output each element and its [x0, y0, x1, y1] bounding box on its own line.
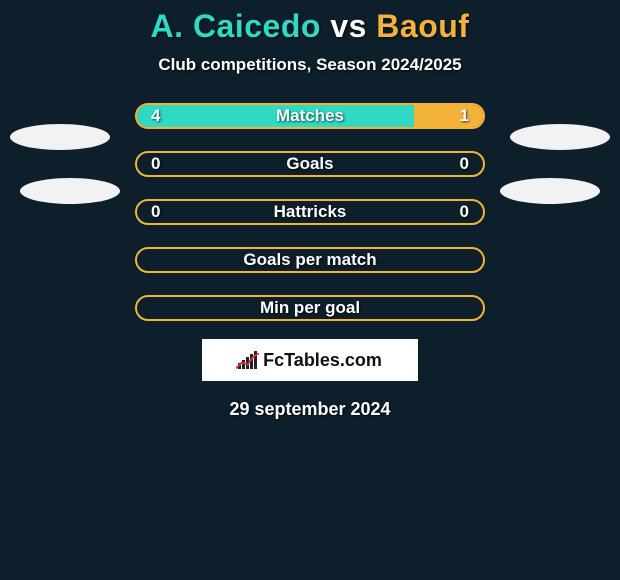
title-vs: vs [321, 8, 376, 44]
stat-value-left: 0 [151, 201, 160, 223]
stat-row: Goals per match [135, 247, 485, 273]
stat-label: Goals [137, 153, 483, 175]
stat-fill-right [414, 105, 483, 127]
subtitle: Club competitions, Season 2024/2025 [0, 55, 620, 75]
brand-text: FcTables.com [263, 350, 382, 371]
brand-chart-icon [238, 351, 257, 369]
stat-value-right: 0 [460, 201, 469, 223]
avatar-placeholder-top-left [10, 124, 110, 150]
stat-row: Goals0 0 [135, 151, 485, 177]
page-title: A. Caicedo vs Baouf [0, 0, 620, 45]
stat-label: Goals per match [137, 249, 483, 271]
title-right-player: Baouf [376, 8, 469, 44]
avatar-placeholder-top-right [510, 124, 610, 150]
stat-label: Min per goal [137, 297, 483, 319]
date-text: 29 september 2024 [0, 399, 620, 420]
stat-row: Hattricks0 0 [135, 199, 485, 225]
stat-value-left: 0 [151, 153, 160, 175]
avatar-placeholder-mid-left [20, 178, 120, 204]
stat-value-right: 0 [460, 153, 469, 175]
title-left-player: A. Caicedo [151, 8, 321, 44]
stat-row: Min per goal [135, 295, 485, 321]
stat-fill-left [137, 105, 414, 127]
stat-label: Hattricks [137, 201, 483, 223]
stat-row: Matches41 [135, 103, 485, 129]
stage: A. Caicedo vs Baouf Club competitions, S… [0, 0, 620, 580]
avatar-placeholder-mid-right [500, 178, 600, 204]
brand-footer: FcTables.com [202, 339, 418, 381]
